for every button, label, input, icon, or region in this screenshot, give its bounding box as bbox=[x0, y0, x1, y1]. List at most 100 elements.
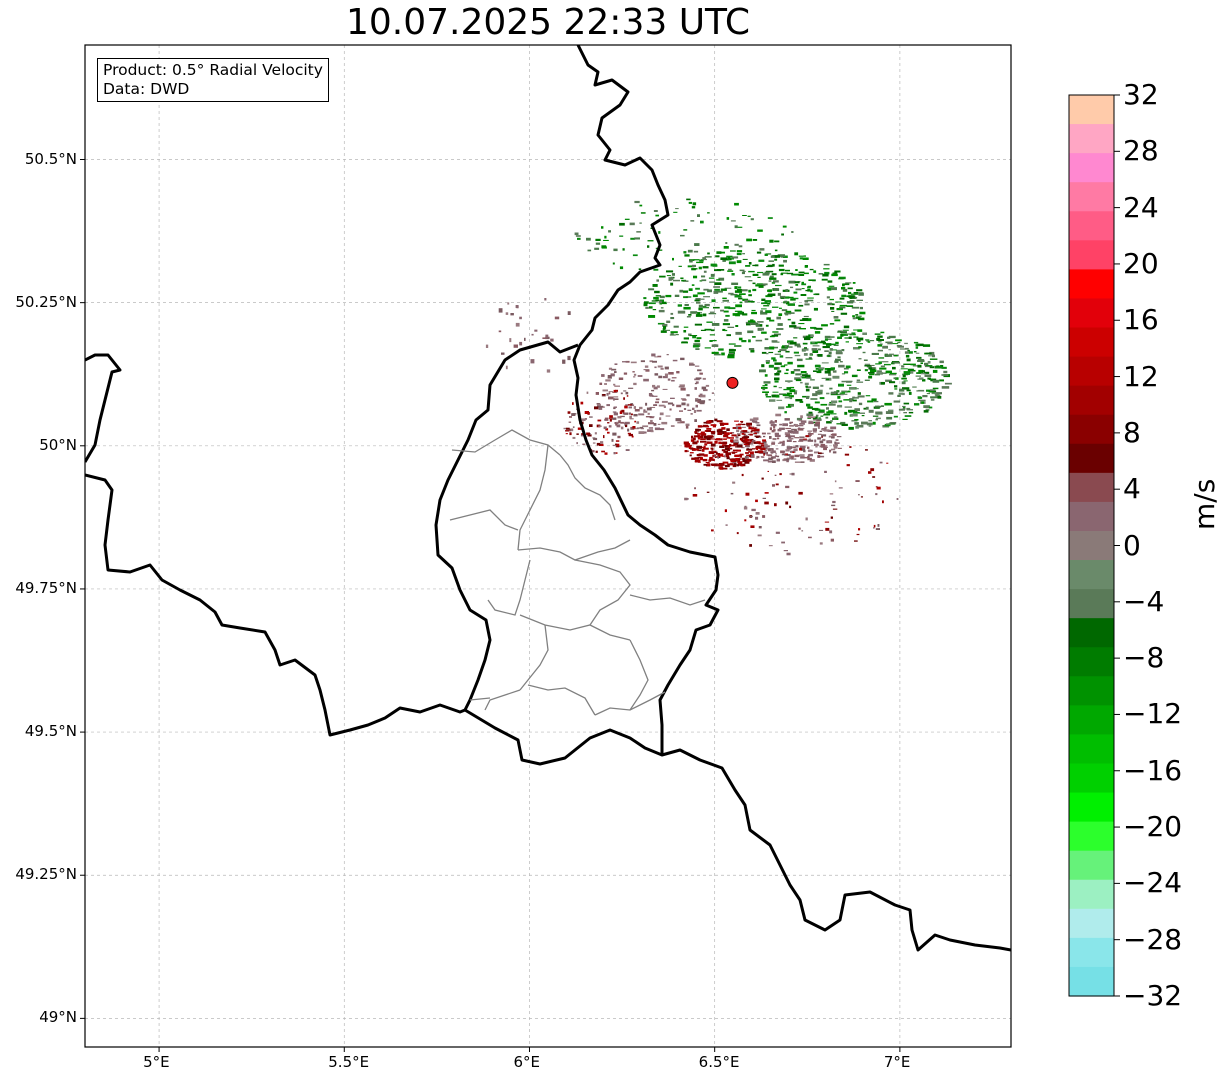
echo-pixel bbox=[796, 358, 803, 362]
axis-ticks bbox=[80, 159, 901, 1052]
echo-pixel bbox=[638, 431, 645, 434]
echo-pixel bbox=[745, 456, 748, 459]
echo-pixel bbox=[783, 255, 788, 258]
echo-pixel bbox=[694, 431, 697, 433]
echo-pixel bbox=[625, 449, 630, 451]
echo-pixel bbox=[711, 392, 714, 394]
echo-pixel bbox=[836, 423, 842, 425]
echo-pixel bbox=[913, 351, 917, 353]
echo-pixel bbox=[693, 259, 700, 261]
echo-pixel bbox=[722, 467, 728, 470]
echo-pixel bbox=[930, 396, 938, 399]
echo-pixel bbox=[782, 453, 786, 455]
echo-pixel bbox=[800, 448, 806, 451]
echo-pixel bbox=[802, 257, 809, 260]
echo-pixel bbox=[742, 313, 748, 316]
colorbar-segment bbox=[1069, 414, 1114, 445]
echo-pixel bbox=[846, 305, 854, 307]
echo-pixel bbox=[886, 462, 889, 464]
echo-pixel bbox=[748, 262, 752, 265]
echo-pixel bbox=[748, 442, 752, 445]
echo-pixel bbox=[659, 412, 664, 416]
echo-pixel bbox=[643, 297, 647, 300]
echo-pixel bbox=[829, 348, 833, 351]
echo-pixel bbox=[718, 428, 723, 431]
echo-pixel bbox=[742, 459, 748, 463]
echo-pixel bbox=[519, 341, 523, 346]
echo-pixel bbox=[608, 367, 613, 370]
echo-pixel bbox=[683, 326, 689, 328]
echo-pixel bbox=[801, 530, 804, 532]
echo-pixel bbox=[832, 500, 836, 504]
echo-pixel bbox=[608, 391, 613, 393]
echo-pixel bbox=[778, 387, 782, 389]
echo-pixel bbox=[698, 435, 704, 439]
echo-pixel bbox=[683, 296, 688, 299]
echo-pixel bbox=[671, 273, 675, 276]
echo-pixel bbox=[788, 280, 796, 284]
echo-pixel bbox=[867, 364, 875, 366]
echo-pixel bbox=[848, 426, 854, 430]
echo-pixel bbox=[693, 448, 699, 451]
echo-pixel bbox=[606, 392, 609, 396]
echo-pixel bbox=[855, 316, 859, 318]
echo-pixel bbox=[851, 420, 858, 422]
echo-pixel bbox=[765, 353, 769, 355]
echo-pixel bbox=[786, 460, 789, 463]
echo-pixel bbox=[608, 230, 611, 233]
echo-pixel bbox=[796, 417, 803, 421]
echo-pixel bbox=[615, 440, 620, 442]
echo-pixel bbox=[695, 381, 699, 384]
echo-pixel bbox=[930, 389, 936, 392]
echo-pixel bbox=[786, 552, 791, 556]
echo-pixel bbox=[544, 298, 547, 301]
echo-pixel bbox=[704, 303, 710, 307]
colorbar-segment bbox=[1069, 124, 1114, 154]
colorbar-tick-label: −16 bbox=[1123, 753, 1183, 787]
echo-pixel bbox=[819, 440, 824, 444]
echo-pixel bbox=[728, 437, 734, 439]
echo-pixel bbox=[586, 391, 589, 394]
echo-pixel bbox=[918, 369, 924, 373]
echo-pixel bbox=[798, 271, 805, 274]
echo-pixel bbox=[719, 438, 723, 441]
echo-pixel bbox=[788, 296, 794, 299]
echo-pixel bbox=[697, 292, 705, 295]
echo-pixel bbox=[932, 369, 938, 373]
echo-pixel bbox=[863, 407, 867, 410]
echo-pixel bbox=[927, 361, 931, 364]
echo-pixel bbox=[848, 291, 852, 295]
x-tick-label: 5°E bbox=[143, 1053, 170, 1071]
echo-pixel bbox=[821, 362, 829, 364]
echo-pixel bbox=[784, 396, 791, 399]
echo-pixel bbox=[799, 436, 805, 438]
echo-pixel bbox=[694, 387, 697, 390]
echo-pixel bbox=[700, 440, 706, 443]
echo-pixel bbox=[746, 461, 750, 463]
echo-pixel bbox=[932, 354, 935, 358]
echo-pixel bbox=[785, 485, 790, 489]
echo-pixel bbox=[750, 451, 754, 455]
echo-pixel bbox=[742, 253, 745, 255]
echo-pixel bbox=[897, 394, 901, 397]
echo-pixel bbox=[867, 341, 871, 343]
echo-pixel bbox=[734, 439, 739, 441]
echo-pixel bbox=[730, 492, 734, 495]
echo-pixel bbox=[772, 263, 775, 267]
colorbar-tick-label: 0 bbox=[1123, 528, 1141, 562]
echo-pixel bbox=[764, 253, 768, 256]
echo-pixel bbox=[789, 425, 794, 427]
echo-pixel bbox=[788, 436, 792, 439]
echo-pixel bbox=[679, 410, 683, 412]
echo-pixel bbox=[877, 335, 883, 338]
echo-pixel bbox=[633, 414, 638, 417]
echo-pixel bbox=[838, 276, 846, 280]
echo-pixel bbox=[817, 437, 822, 440]
echo-pixel bbox=[694, 487, 696, 490]
echo-pixel bbox=[777, 350, 781, 353]
echo-pixel bbox=[820, 455, 825, 458]
echo-pixel bbox=[545, 334, 549, 338]
echo-pixel bbox=[830, 307, 835, 310]
echo-pixel bbox=[692, 335, 697, 339]
echo-pixel bbox=[785, 269, 790, 272]
